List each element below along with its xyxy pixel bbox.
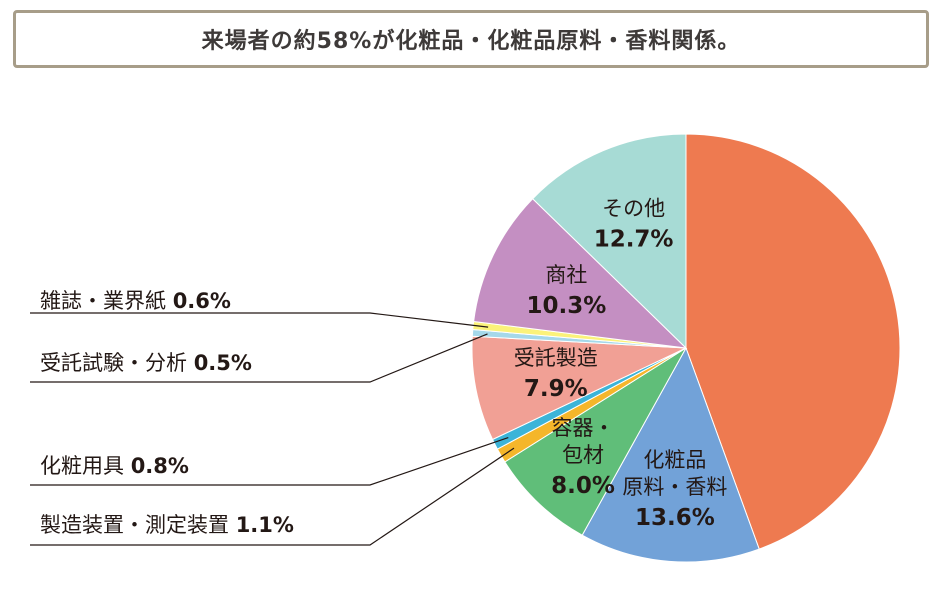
slice-value-容器-包材: 8.0% — [551, 473, 615, 499]
pie-slice-その他 — [531, 133, 687, 350]
callout-label-化粧用具: 化粧用具 0.8% — [40, 454, 189, 478]
headline-box: 来場者の約58%が化粧品・化粧品原料・香料関係。 — [13, 10, 929, 68]
pie-slice-商社 — [473, 198, 688, 349]
callout-label-雑誌-業界紙: 雑誌・業界紙 0.6% — [40, 289, 231, 313]
callout-label-受託試験-分析: 受託試験・分析 0.5% — [40, 351, 252, 375]
callout-leader-受託試験-分析 — [30, 333, 488, 383]
slice-label-容器-包材-1: 包材 — [562, 443, 604, 467]
pie-slice-容器-包材 — [504, 347, 687, 536]
pie-slice-化粧品原料-香料 — [581, 346, 760, 563]
callout-value-受託試験-分析: 0.5% — [194, 351, 252, 375]
pie-slices — [471, 133, 901, 563]
slice-label-化粧品原料-香料-0: 化粧品 — [643, 448, 706, 472]
slice-label-容器-包材-0: 容器・ — [552, 416, 615, 440]
chart-headline: 来場者の約58%が化粧品・化粧品原料・香料関係。 — [201, 29, 741, 54]
slice-label-受託製造-0: 受託製造 — [514, 346, 598, 370]
slice-label-化粧品原料-香料-1: 原料・香料 — [622, 475, 727, 499]
callout-label-製造装置-測定装置: 製造装置・測定装置 1.1% — [40, 513, 294, 537]
callout-leader-製造装置-測定装置 — [30, 447, 515, 546]
slice-value-化粧品原料-香料: 13.6% — [635, 505, 715, 531]
callout-value-化粧用具: 0.8% — [131, 454, 189, 478]
callout-leader-化粧用具 — [30, 437, 509, 486]
pie-labels: 化粧品原料・香料 13.6% 容器・包材 8.0% 受託製造 7.9% 商社 10.3% その他… — [514, 196, 728, 531]
slice-value-その他: 12.7% — [594, 226, 674, 252]
callout-value-雑誌-業界紙: 0.6% — [173, 289, 231, 313]
pie-slice-化粧品 — [685, 133, 901, 550]
slice-value-受託製造: 7.9% — [524, 376, 588, 402]
callout-leader-雑誌-業界紙 — [30, 312, 489, 328]
slice-label-その他-0: その他 — [602, 196, 665, 220]
slice-value-商社: 10.3% — [527, 293, 607, 319]
pie-slice-受託製造 — [471, 335, 687, 441]
callout-value-製造装置-測定装置: 1.1% — [236, 513, 294, 537]
slice-label-商社-0: 商社 — [545, 263, 587, 287]
pie-callouts: 雑誌・業界紙 0.6% 受託試験・分析 0.5% 化粧用具 0.8% 製造装置・測定装… — [30, 289, 515, 546]
